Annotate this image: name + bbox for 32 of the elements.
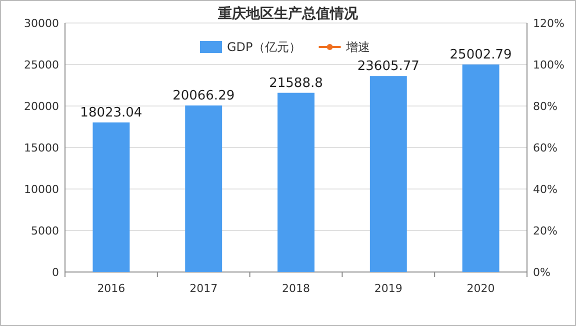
y-tick-label: 10000 bbox=[24, 183, 59, 196]
y2-tick-label: 0% bbox=[533, 266, 550, 279]
y-tick-label: 15000 bbox=[24, 142, 59, 154]
y-tick-label: 5000 bbox=[31, 224, 59, 238]
y2-tick-label: 40% bbox=[533, 183, 558, 196]
y-tick-label: 25000 bbox=[24, 58, 59, 72]
data-label: 25002.79 bbox=[450, 47, 512, 62]
data-label: 20066.29 bbox=[172, 88, 235, 104]
y-tick-label: 20000 bbox=[24, 100, 59, 113]
x-tick-label: 2020 bbox=[466, 282, 495, 295]
y-tick-label: 0 bbox=[52, 266, 59, 279]
legend-label: GDP（亿元） bbox=[227, 40, 301, 54]
data-label: 23605.77 bbox=[357, 59, 420, 74]
bar bbox=[462, 64, 500, 272]
y2-tick-label: 60% bbox=[533, 142, 558, 154]
x-tick-label: 2016 bbox=[97, 282, 126, 295]
bar bbox=[370, 76, 407, 272]
x-tick-label: 2018 bbox=[282, 282, 310, 295]
data-label: 18023.04 bbox=[80, 105, 142, 120]
bar bbox=[185, 105, 222, 272]
y2-tick-label: 20% bbox=[533, 224, 558, 238]
data-label: 21588.8 bbox=[269, 76, 323, 91]
bar bbox=[92, 122, 130, 272]
y2-tick-label: 80% bbox=[533, 100, 558, 113]
y2-tick-label: 100% bbox=[533, 58, 564, 72]
bar bbox=[278, 92, 314, 272]
x-tick-label: 2017 bbox=[190, 282, 218, 295]
x-tick-label: 2019 bbox=[374, 282, 402, 295]
y-tick-label: 30000 bbox=[24, 17, 59, 30]
legend-label: 增速 bbox=[344, 40, 370, 54]
y2-tick-label: 120% bbox=[533, 17, 564, 30]
chart-title: 重庆地区生产总值情况 bbox=[217, 5, 359, 22]
